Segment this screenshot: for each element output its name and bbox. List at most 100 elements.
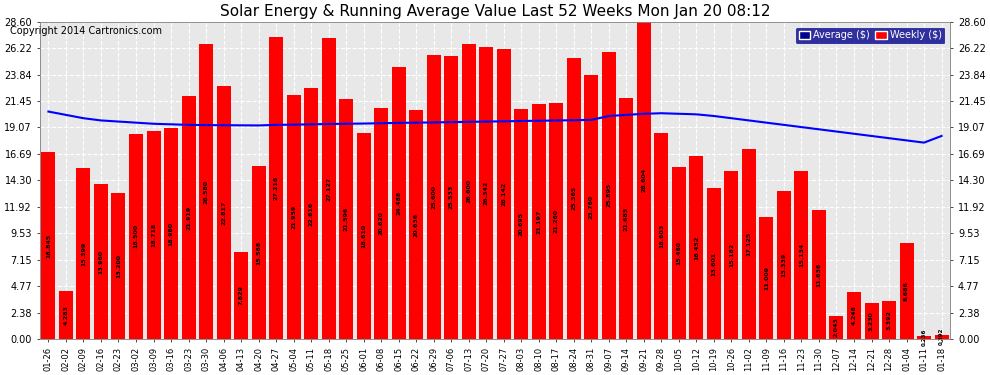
Text: 20.695: 20.695 [519,212,524,236]
Bar [935,334,948,339]
Bar [340,99,353,339]
Text: 21.260: 21.260 [553,209,558,233]
Bar [59,291,73,339]
Text: 15.399: 15.399 [81,242,86,266]
Bar [234,252,248,339]
Bar [269,37,283,339]
Bar [602,52,616,339]
Bar [374,108,388,339]
Bar [286,95,301,339]
Bar [322,38,336,339]
Text: 16.452: 16.452 [694,236,699,260]
Legend: Average ($), Weekly ($): Average ($), Weekly ($) [795,27,945,44]
Text: 13.200: 13.200 [116,254,121,278]
Text: 21.596: 21.596 [344,207,348,231]
Bar [742,149,756,339]
Text: 13.601: 13.601 [712,252,717,276]
Bar [356,132,370,339]
Text: 25.895: 25.895 [606,183,612,207]
Bar [427,55,441,339]
Text: 15.182: 15.182 [729,243,734,267]
Text: 18.980: 18.980 [168,222,173,246]
Bar [532,104,545,339]
Text: 17.125: 17.125 [746,232,751,256]
Text: 22.817: 22.817 [221,200,226,225]
Bar [76,168,90,339]
Text: 18.603: 18.603 [659,224,664,248]
Text: 26.342: 26.342 [484,181,489,205]
Text: 20.820: 20.820 [378,211,384,236]
Text: 13.960: 13.960 [98,249,104,274]
Bar [794,171,809,339]
Title: Solar Energy & Running Average Value Last 52 Weeks Mon Jan 20 08:12: Solar Energy & Running Average Value Las… [220,4,770,19]
Text: 4.248: 4.248 [851,306,856,326]
Text: 11.636: 11.636 [817,262,822,286]
Text: 22.616: 22.616 [309,201,314,226]
Text: 11.009: 11.009 [764,266,769,290]
Text: 28.604: 28.604 [642,168,646,192]
Bar [147,131,160,339]
Text: 18.610: 18.610 [361,224,366,248]
Bar [251,166,265,339]
Bar [445,56,458,339]
Text: 21.197: 21.197 [537,209,542,234]
Text: 27.127: 27.127 [326,176,331,201]
Bar [759,217,773,339]
Text: 15.460: 15.460 [676,241,681,265]
Text: 16.845: 16.845 [46,233,50,258]
Bar [672,168,686,339]
Bar [584,75,598,339]
Bar [497,49,511,339]
Bar [567,58,581,339]
Bar [847,292,861,339]
Bar [830,316,843,339]
Bar [707,188,721,339]
Bar [620,98,634,339]
Text: 20.636: 20.636 [414,213,419,237]
Text: 15.134: 15.134 [799,243,804,267]
Text: 0.392: 0.392 [940,328,944,345]
Bar [181,96,196,339]
Bar [549,103,563,339]
Text: 4.283: 4.283 [63,305,68,325]
Text: 25.533: 25.533 [448,185,453,210]
Bar [725,171,739,339]
Bar [654,133,668,339]
Bar [129,134,143,339]
Text: 2.043: 2.043 [834,318,839,338]
Text: 27.216: 27.216 [273,176,278,200]
Bar [112,192,126,339]
Bar [304,88,318,339]
Bar [812,210,826,339]
Text: 26.600: 26.600 [466,179,471,203]
Text: 26.580: 26.580 [204,180,209,204]
Bar [900,243,914,339]
Text: 23.760: 23.760 [589,195,594,219]
Bar [637,22,650,339]
Bar [409,110,423,339]
Bar [777,191,791,339]
Text: 21.685: 21.685 [624,207,629,231]
Text: 21.959: 21.959 [291,205,296,229]
Text: 21.919: 21.919 [186,205,191,230]
Text: 18.718: 18.718 [151,223,156,247]
Text: 3.230: 3.230 [869,311,874,331]
Text: 24.488: 24.488 [396,191,401,215]
Bar [164,128,178,339]
Text: 3.392: 3.392 [886,310,892,330]
Bar [917,336,931,339]
Bar [689,156,704,339]
Bar [864,303,878,339]
Text: 7.829: 7.829 [239,286,244,306]
Text: 18.500: 18.500 [134,224,139,248]
Text: 26.142: 26.142 [501,182,506,206]
Bar [217,86,231,339]
Bar [514,110,529,339]
Text: 15.568: 15.568 [256,240,261,265]
Bar [199,44,213,339]
Bar [882,302,896,339]
Bar [42,152,55,339]
Bar [94,184,108,339]
Bar [461,44,476,339]
Bar [479,47,493,339]
